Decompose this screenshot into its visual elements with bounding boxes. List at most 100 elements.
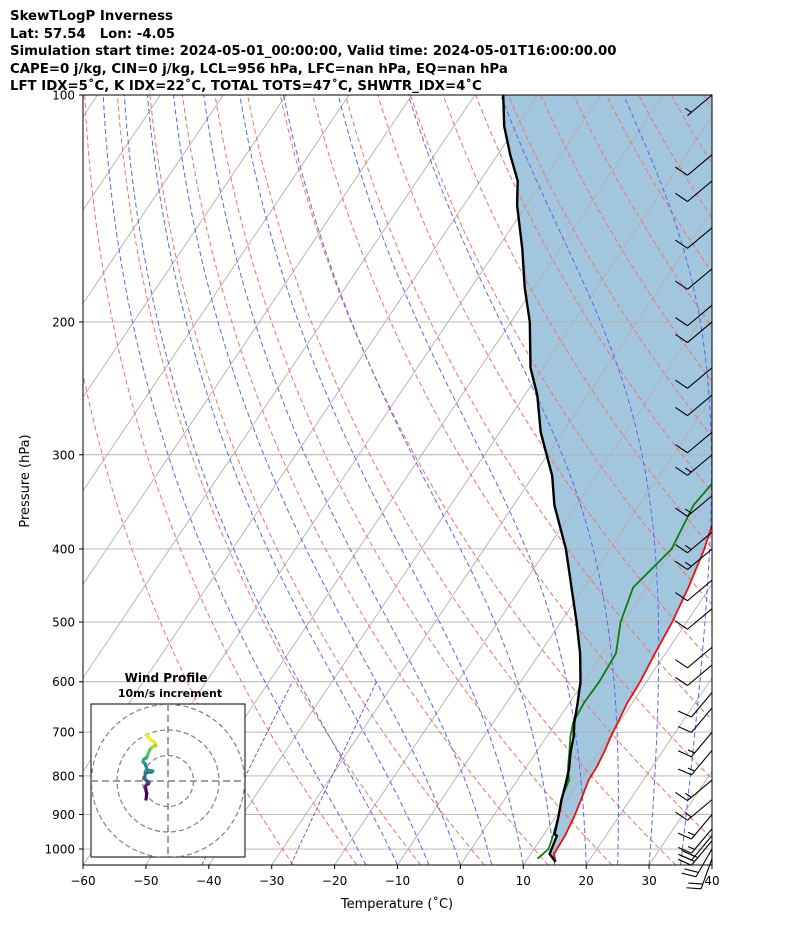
wind-barb-flag <box>681 872 697 878</box>
x-tick-label: −60 <box>70 874 95 888</box>
wind-barb-half-flag <box>687 845 695 850</box>
wind-barb-staff <box>687 579 713 602</box>
wind-barb-flag <box>677 853 692 861</box>
wind-barb-staff <box>687 94 713 116</box>
wind-barb <box>675 154 713 176</box>
wind-barb-half-flag <box>687 749 695 754</box>
wind-barb-staff <box>687 154 713 176</box>
title-station: SkewTLogP Inverness <box>10 9 173 24</box>
wind-barb-staff <box>691 835 713 861</box>
moist-adiabat-line <box>623 95 712 865</box>
y-tick-label: 800 <box>52 769 75 783</box>
wind-barb-staff <box>695 848 713 878</box>
wind-barb-flag <box>677 858 692 866</box>
x-tick-label: 10 <box>516 874 531 888</box>
wind-barb-flag <box>677 726 692 733</box>
wind-barb-flag <box>675 560 688 570</box>
hodograph-inset: Wind Profile 10m/s increment <box>90 671 246 858</box>
mixing-ratio-line <box>290 681 377 865</box>
parcel-path-line <box>502 95 582 863</box>
wind-barb <box>675 608 713 630</box>
wind-barb <box>675 321 713 344</box>
wind-barb <box>675 304 713 327</box>
wind-barb <box>677 814 713 840</box>
isotherm-line <box>83 95 476 679</box>
wind-barb-staff <box>687 779 713 802</box>
dry-adiabat-line <box>442 95 712 549</box>
hodograph-plot <box>91 704 245 857</box>
isotherm-line <box>522 583 712 865</box>
wind-barb-flag <box>677 768 692 776</box>
title-cape-stats: CAPE=0 j/kg, CIN=0 j/kg, LCL=956 hPa, LF… <box>10 61 508 77</box>
moist-adiabat-line <box>711 861 712 865</box>
wind-barb <box>675 779 713 802</box>
wind-barb-flag <box>688 882 703 885</box>
y-tick-label: 600 <box>52 675 75 689</box>
wind-barb-staff <box>691 750 713 776</box>
wind-barbs <box>675 94 713 890</box>
cape-fill-layer <box>503 95 712 862</box>
wind-barb <box>675 268 713 290</box>
wind-barb-staff <box>691 840 713 866</box>
wind-barb-staff <box>691 814 713 840</box>
wind-barb-staff <box>691 828 713 854</box>
chart-title-block: SkewTLogP Inverness Lat: 57.54 Lon: -4.0… <box>10 8 790 96</box>
isotherm-line <box>397 396 712 865</box>
y-tick-label: 500 <box>52 616 75 630</box>
wind-barb-staff <box>687 799 713 821</box>
wind-barb-staff <box>687 548 713 570</box>
hodograph-title: Wind Profile <box>125 671 208 685</box>
wind-barb-flag <box>675 507 688 517</box>
wind-barb <box>677 750 713 776</box>
wind-barb-flag <box>677 710 692 718</box>
y-tick-label: 900 <box>52 808 75 822</box>
isotherm-line <box>83 95 224 305</box>
dry-adiabat-line <box>116 95 422 865</box>
wind-barb-flag <box>686 887 702 890</box>
wind-barb-flag <box>675 317 688 327</box>
y-tick-label: 300 <box>52 448 75 462</box>
moist-adiabat-line <box>337 95 587 865</box>
wind-barb-staff <box>687 454 713 476</box>
dry-adiabat-line <box>214 95 613 865</box>
wind-barb <box>684 94 713 116</box>
wind-barb-flag <box>675 620 688 630</box>
dry-adiabat-line <box>410 95 712 606</box>
hodograph-ring <box>91 704 245 857</box>
wind-barb-flag <box>675 791 688 802</box>
wind-barb-flag <box>675 192 688 202</box>
wind-barb-flag <box>677 750 692 758</box>
cape-shaded-area <box>503 95 712 862</box>
wind-barb-flag <box>675 166 688 176</box>
wind-barb-staff <box>691 731 713 758</box>
moist-adiabat-line <box>146 95 430 865</box>
moist-adiabat-line <box>123 95 398 865</box>
wind-barb-half-flag <box>684 107 692 113</box>
dry-adiabat-line <box>507 95 712 438</box>
temperature-line <box>553 522 712 863</box>
dry-adiabat-line <box>344 95 712 721</box>
wind-barb-flag <box>675 444 688 454</box>
wind-barb-half-flag <box>687 767 695 772</box>
wind-barb-flag <box>675 592 688 602</box>
y-tick-label: 100 <box>52 89 75 103</box>
x-tick-label: 30 <box>641 874 656 888</box>
wind-barb-staff <box>687 268 713 290</box>
isotherm-line <box>83 95 350 492</box>
moist-adiabat-line <box>203 95 493 865</box>
hodograph-trace-segment <box>145 732 150 739</box>
y-tick-label: 400 <box>52 542 75 556</box>
title-times: Simulation start time: 2024-05-01_00:00:… <box>10 44 617 59</box>
moist-adiabat-line <box>239 95 524 865</box>
wind-barb-staff <box>687 321 713 343</box>
x-tick-label: −30 <box>259 874 284 888</box>
moist-adiabat-line <box>283 95 556 865</box>
wind-barb-flag <box>675 379 688 389</box>
wind-barb-staff <box>687 180 713 202</box>
wind-barb-staff <box>687 367 713 389</box>
x-tick-label: 0 <box>457 874 465 888</box>
dry-adiabat-line <box>247 95 677 865</box>
x-tick-label: 20 <box>579 874 594 888</box>
title-indices: LFT IDX=5˚C, K IDX=22˚C, TOTAL TOTS=47˚C… <box>10 79 482 94</box>
